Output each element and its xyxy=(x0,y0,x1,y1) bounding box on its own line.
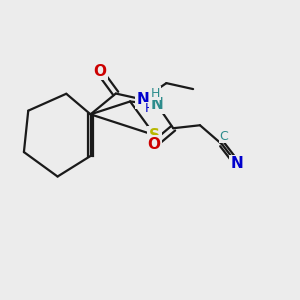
Text: H: H xyxy=(144,103,154,116)
Text: O: O xyxy=(93,64,106,79)
Text: N: N xyxy=(151,97,163,112)
Text: N: N xyxy=(136,92,149,107)
Text: H: H xyxy=(151,87,160,100)
Text: C: C xyxy=(219,130,228,143)
Text: S: S xyxy=(149,128,160,142)
Text: O: O xyxy=(147,137,161,152)
Text: N: N xyxy=(231,156,244,171)
